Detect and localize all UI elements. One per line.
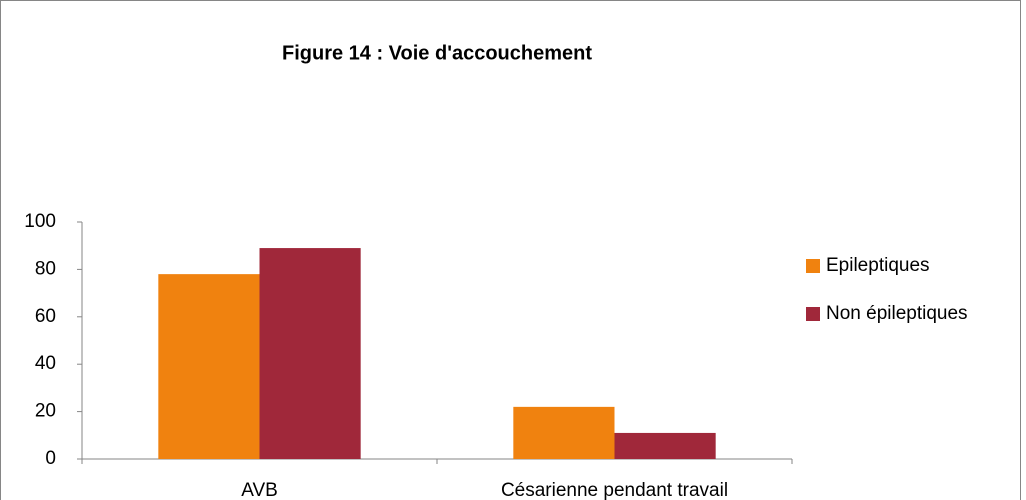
legend-swatch — [806, 307, 820, 321]
bar — [158, 274, 260, 459]
legend-label: Epileptiques — [826, 255, 930, 276]
y-tick-label: 40 — [35, 353, 56, 374]
y-tick-label: 100 — [24, 211, 56, 232]
bar — [614, 432, 716, 459]
y-tick-label: 0 — [45, 448, 56, 469]
y-tick-label: 20 — [35, 401, 56, 422]
x-tick-label: AVB — [241, 480, 278, 500]
x-tick-label: Césarienne pendant travail — [501, 480, 728, 500]
y-tick-label: 80 — [35, 258, 56, 279]
legend-label: Non épileptiques — [826, 303, 968, 324]
bar — [513, 406, 615, 459]
chart-title: Figure 14 : Voie d'accouchement — [282, 42, 592, 64]
legend-swatch — [806, 259, 820, 273]
bar — [259, 248, 361, 459]
y-tick-label: 60 — [35, 306, 56, 327]
